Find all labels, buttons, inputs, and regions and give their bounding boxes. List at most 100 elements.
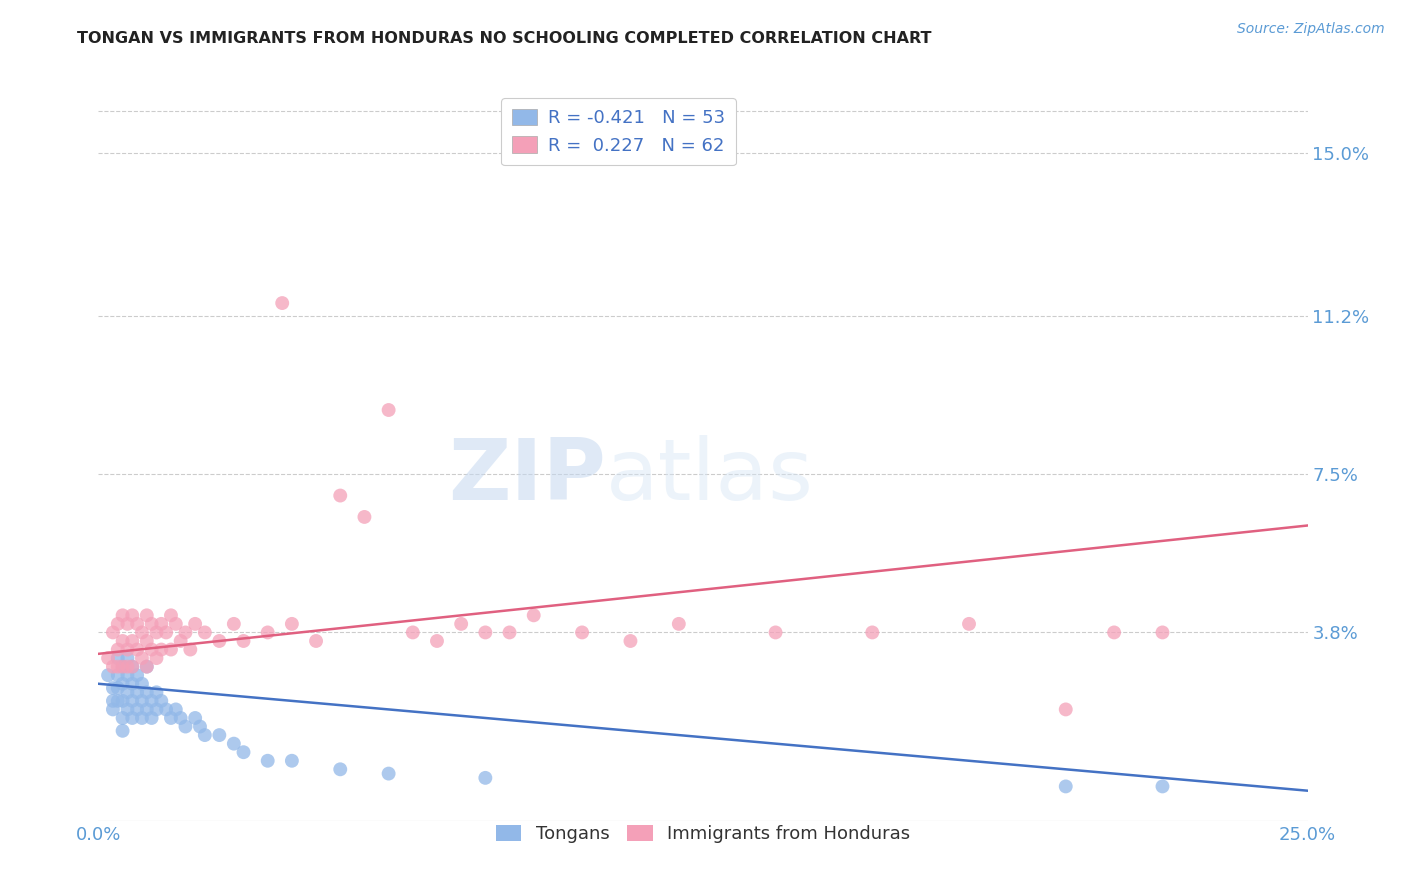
Point bbox=[141, 711, 163, 725]
Point bbox=[619, 634, 641, 648]
Point bbox=[107, 651, 129, 665]
Point bbox=[150, 694, 173, 708]
Point bbox=[101, 659, 124, 673]
Point bbox=[174, 720, 197, 734]
Point bbox=[668, 616, 690, 631]
Point bbox=[1152, 780, 1174, 794]
Point bbox=[121, 608, 143, 623]
Point bbox=[107, 681, 129, 695]
Point bbox=[135, 685, 157, 699]
Point bbox=[117, 642, 139, 657]
Point bbox=[1054, 702, 1077, 716]
Point bbox=[179, 642, 201, 657]
Text: TONGAN VS IMMIGRANTS FROM HONDURAS NO SCHOOLING COMPLETED CORRELATION CHART: TONGAN VS IMMIGRANTS FROM HONDURAS NO SC… bbox=[77, 31, 932, 46]
Point bbox=[101, 625, 124, 640]
Point bbox=[281, 616, 304, 631]
Point bbox=[117, 659, 139, 673]
Point bbox=[141, 694, 163, 708]
Point bbox=[377, 403, 399, 417]
Point bbox=[131, 651, 153, 665]
Point bbox=[155, 702, 177, 716]
Point bbox=[127, 668, 149, 682]
Point bbox=[117, 702, 139, 716]
Point bbox=[208, 728, 231, 742]
Point bbox=[402, 625, 425, 640]
Point bbox=[174, 625, 197, 640]
Point bbox=[957, 616, 980, 631]
Point bbox=[117, 651, 139, 665]
Point bbox=[160, 608, 183, 623]
Point bbox=[135, 702, 157, 716]
Point bbox=[1054, 780, 1077, 794]
Point bbox=[141, 642, 163, 657]
Point bbox=[107, 659, 129, 673]
Point bbox=[111, 659, 134, 673]
Point bbox=[111, 723, 134, 738]
Point bbox=[121, 659, 143, 673]
Point bbox=[111, 711, 134, 725]
Legend: Tongans, Immigrants from Honduras: Tongans, Immigrants from Honduras bbox=[486, 815, 920, 852]
Point bbox=[131, 694, 153, 708]
Point bbox=[111, 694, 134, 708]
Point bbox=[184, 616, 207, 631]
Point bbox=[107, 616, 129, 631]
Point bbox=[135, 608, 157, 623]
Point bbox=[256, 754, 278, 768]
Point bbox=[107, 668, 129, 682]
Point bbox=[121, 694, 143, 708]
Point bbox=[194, 625, 217, 640]
Point bbox=[111, 659, 134, 673]
Point bbox=[222, 616, 245, 631]
Point bbox=[232, 634, 254, 648]
Point bbox=[1152, 625, 1174, 640]
Point bbox=[523, 608, 546, 623]
Point bbox=[145, 625, 167, 640]
Point bbox=[474, 771, 496, 785]
Point bbox=[107, 694, 129, 708]
Point bbox=[169, 634, 191, 648]
Point bbox=[121, 677, 143, 691]
Point bbox=[160, 642, 183, 657]
Point bbox=[474, 625, 496, 640]
Point bbox=[571, 625, 593, 640]
Point bbox=[860, 625, 883, 640]
Point bbox=[135, 659, 157, 673]
Point bbox=[101, 681, 124, 695]
Point bbox=[111, 677, 134, 691]
Point bbox=[117, 685, 139, 699]
Point bbox=[117, 668, 139, 682]
Point bbox=[765, 625, 787, 640]
Point bbox=[111, 608, 134, 623]
Point bbox=[353, 510, 375, 524]
Point bbox=[131, 677, 153, 691]
Point bbox=[150, 642, 173, 657]
Point bbox=[117, 616, 139, 631]
Point bbox=[232, 745, 254, 759]
Point bbox=[450, 616, 472, 631]
Point bbox=[194, 728, 217, 742]
Point bbox=[127, 685, 149, 699]
Point bbox=[377, 766, 399, 780]
Point bbox=[498, 625, 520, 640]
Point bbox=[107, 642, 129, 657]
Point bbox=[127, 616, 149, 631]
Point bbox=[127, 702, 149, 716]
Text: Source: ZipAtlas.com: Source: ZipAtlas.com bbox=[1237, 22, 1385, 37]
Point bbox=[145, 651, 167, 665]
Point bbox=[169, 711, 191, 725]
Point bbox=[121, 711, 143, 725]
Text: ZIP: ZIP bbox=[449, 435, 606, 518]
Point bbox=[97, 651, 120, 665]
Point bbox=[131, 625, 153, 640]
Point bbox=[121, 659, 143, 673]
Point bbox=[145, 685, 167, 699]
Point bbox=[145, 702, 167, 716]
Point bbox=[305, 634, 328, 648]
Point bbox=[97, 668, 120, 682]
Point bbox=[111, 634, 134, 648]
Point bbox=[329, 762, 352, 776]
Point bbox=[127, 642, 149, 657]
Point bbox=[121, 634, 143, 648]
Point bbox=[208, 634, 231, 648]
Point bbox=[101, 694, 124, 708]
